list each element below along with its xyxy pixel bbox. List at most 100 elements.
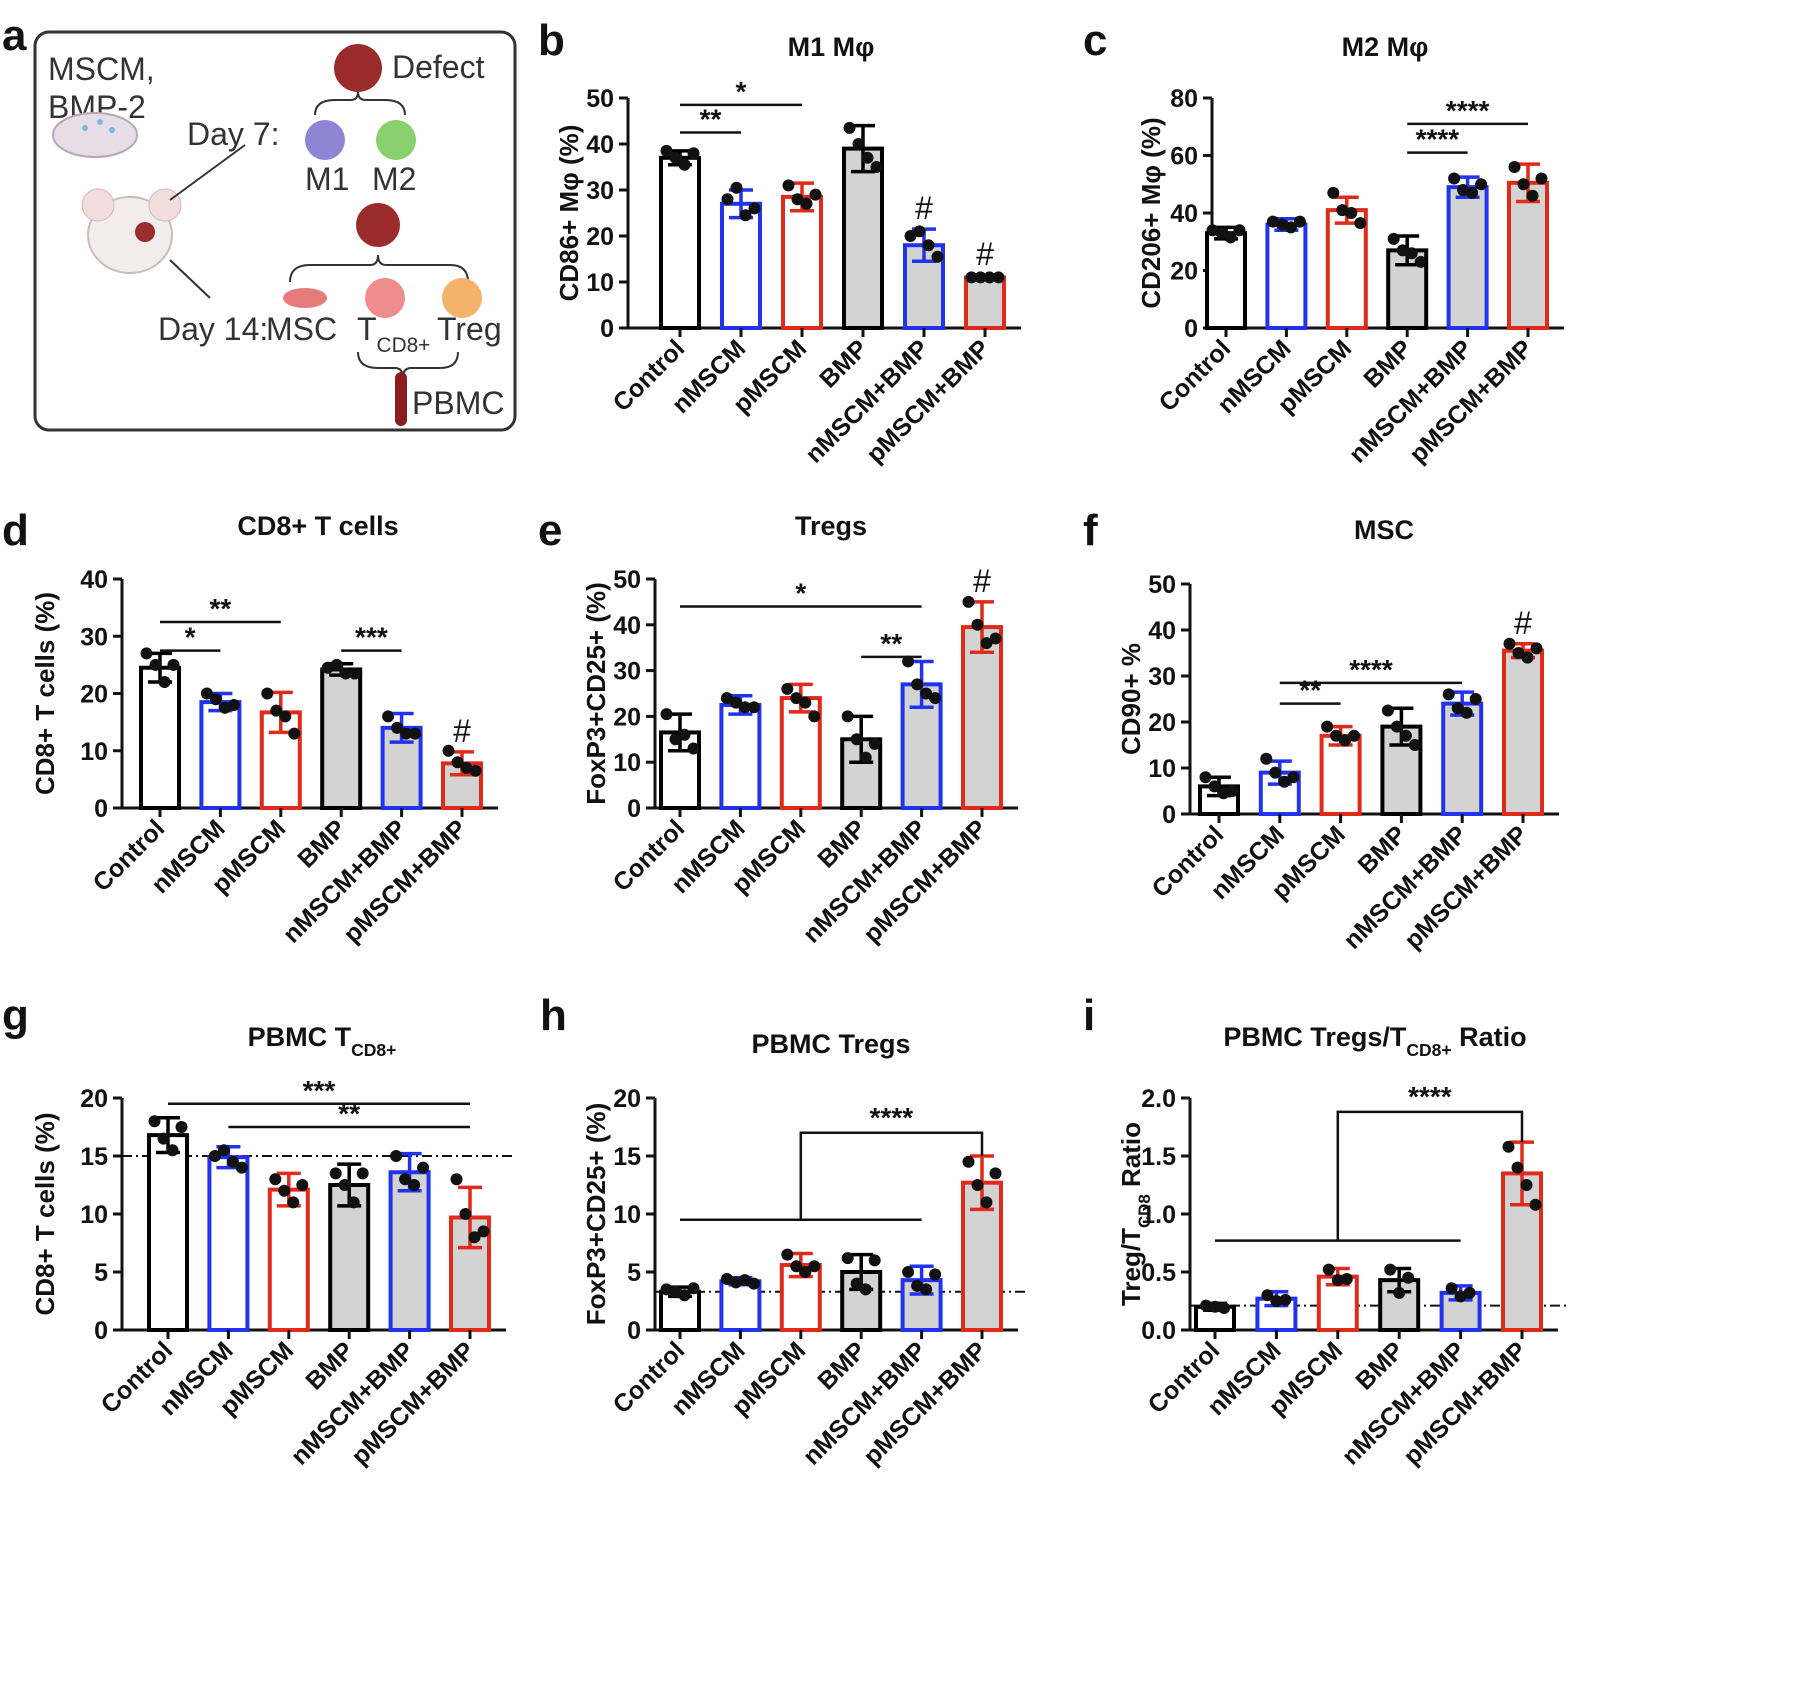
data-point [1408,739,1421,751]
y-tick-label: 10 [586,269,614,297]
panel-label: f [1083,506,1098,555]
data-point [669,733,682,746]
y-tick-label: 20 [80,681,108,709]
data-point [747,701,760,714]
panel-label: g [2,991,29,1040]
data-point [1336,204,1349,217]
chart-title: PBMC Tregs/TCD8+ Ratio [1223,1022,1526,1060]
data-point [1396,244,1409,257]
significance-label: ** [338,1098,360,1129]
bar [964,275,1006,330]
data-point [962,1155,975,1168]
data-point [450,1173,463,1186]
chart-panel: g PBMC TCD8+CD8+ T cells (%)05101520Contr… [2,991,516,1471]
data-point [841,1252,854,1265]
data-point [791,193,804,206]
y-tick-label: 60 [1170,143,1198,171]
data-point [1224,231,1237,244]
data-point [1287,771,1300,784]
data-point [859,751,872,764]
panel-label: i [1083,991,1095,1040]
data-point [989,1167,1002,1180]
data-point [929,1268,942,1281]
y-tick-label: 15 [80,1143,108,1171]
data-point [209,693,222,706]
chart-title: M2 Mφ [1342,32,1429,62]
data-point [1393,1286,1406,1299]
data-point [451,756,464,769]
y-tick-label: 0.5 [1141,1259,1176,1287]
data-point [850,733,863,746]
y-tick-label: 50 [586,85,614,113]
data-point [1348,729,1361,742]
data-point [660,144,673,157]
y-tick-label: 30 [613,658,641,686]
data-point [226,1155,239,1168]
data-point [920,687,933,700]
bar [1441,701,1484,816]
defect-icon [135,222,155,242]
data-point [270,704,283,717]
scaffold-icon [52,112,138,158]
y-tick-label: 40 [1148,617,1176,645]
data-point [1322,1263,1335,1276]
text-part: PBMC T [248,1022,352,1052]
text-part: T [357,311,377,347]
data-point [321,661,334,674]
diagram-text: Day 14: [158,311,268,347]
y-tick-label: 10 [80,1201,108,1229]
data-point [1405,247,1418,260]
brace [314,91,406,116]
data-point [261,687,274,700]
y-tick-label: 30 [80,623,108,651]
y-tick-label: 5 [94,1259,108,1287]
data-point [1340,1272,1353,1285]
data-point [729,696,742,709]
data-point [1330,729,1343,742]
mouse-ear [148,188,182,222]
data-point [200,687,213,700]
chart-title: CD8+ T cells [237,511,398,541]
data-point [669,151,682,164]
y-tick-label: 10 [613,749,641,777]
data-point [382,710,395,723]
y-tick-label: 0 [1162,801,1176,829]
diagram-text: M2 [372,161,416,197]
data-point [227,698,240,711]
data-point [983,271,996,284]
data-point [1275,218,1288,231]
y-axis-label: CD86+ Mφ (%) [554,125,584,302]
data-point [1331,1274,1344,1287]
bar [139,665,181,810]
y-tick-label: 15 [613,1143,641,1171]
hash-mark: # [1514,605,1532,641]
data-point [338,1179,351,1191]
significance-label: **** [870,1102,914,1133]
bar [1502,648,1544,817]
text-part: CD8 [1135,1194,1154,1228]
y-axis-label: FoxP3+CD25+ (%) [581,1103,611,1326]
data-point [339,667,352,680]
chart-title: Tregs [795,511,867,541]
data-point [971,1179,984,1191]
chart-title: M1 Mφ [788,32,875,62]
diagram-text: TCD8+ [357,311,430,357]
bar [328,1183,371,1332]
data-point [965,271,978,284]
bar [320,667,363,811]
hash-mark: # [453,713,471,749]
y-tick-label: 1.5 [1141,1143,1176,1171]
data-point [1266,215,1279,228]
data-point [167,658,180,671]
y-axis-label: CD90+ % [1116,643,1146,755]
text-part: PBMC Tregs/T [1223,1022,1407,1052]
data-point [1233,224,1246,237]
data-point [348,667,361,680]
data-point [843,121,856,134]
cell-icon [305,120,345,160]
diagram-text: Treg [437,311,502,347]
cell-icon [283,288,327,308]
data-point [800,197,813,210]
